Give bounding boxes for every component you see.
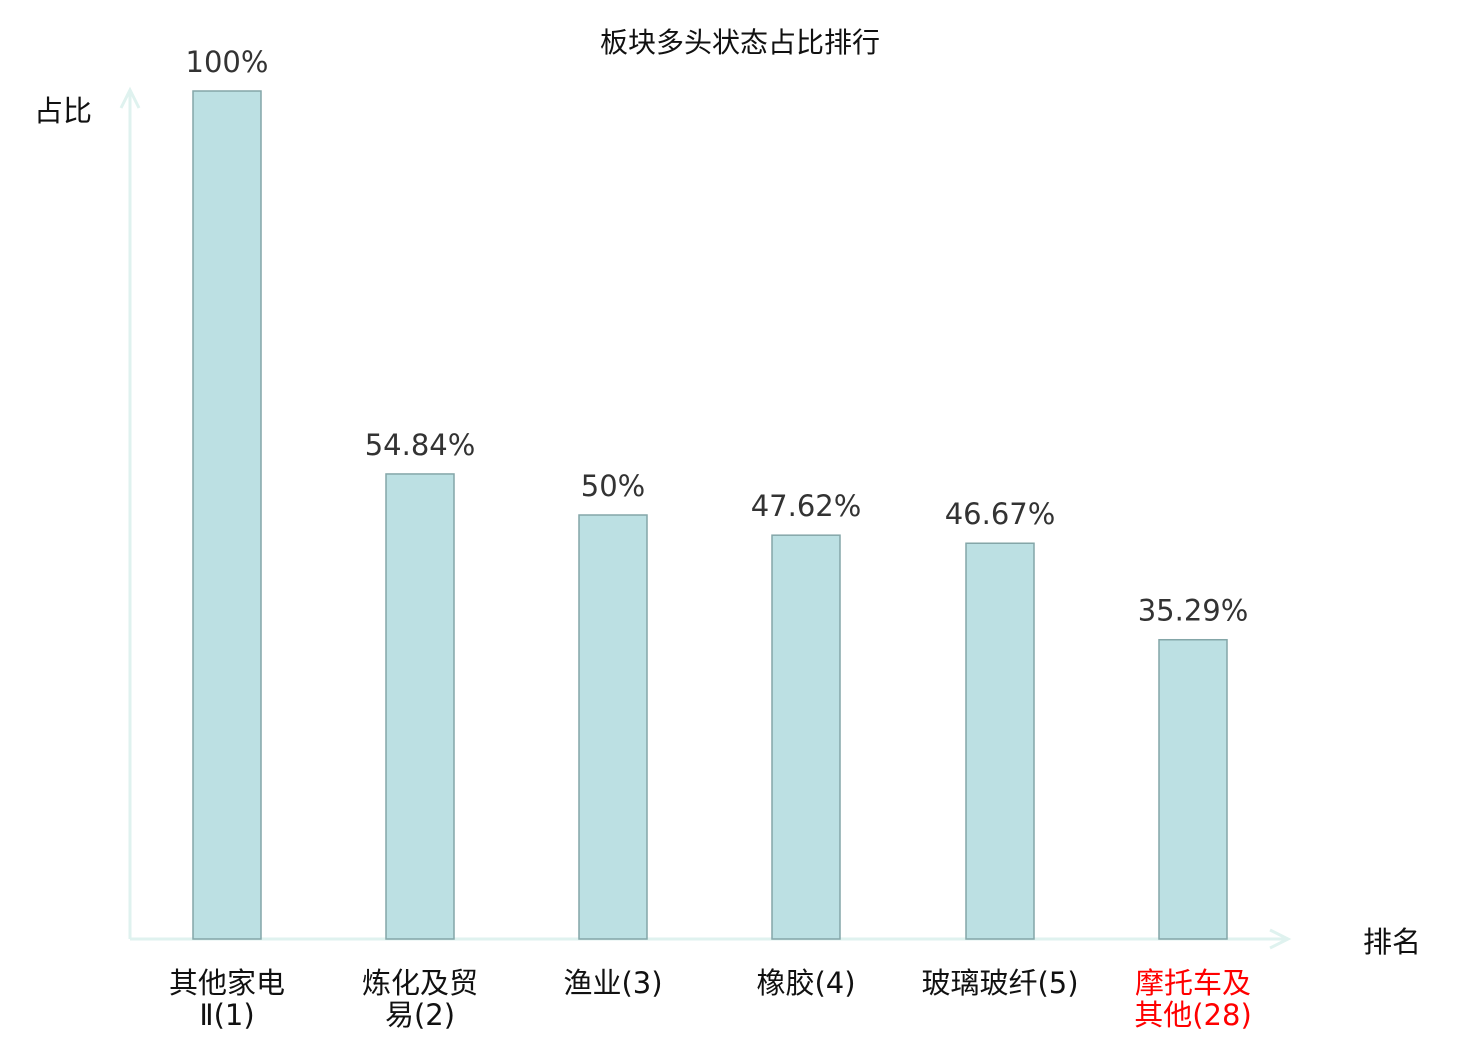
data-label: 54.84%: [365, 428, 476, 462]
x-axis-label: 排名: [1363, 925, 1421, 959]
x-tick-label: 其他家电 Ⅱ(1): [169, 966, 285, 1032]
x-tick-label: 玻璃玻纤(5): [921, 966, 1078, 1000]
data-label: 100%: [186, 45, 269, 79]
x-tick-label: 渔业(3): [563, 966, 662, 1000]
data-label: 35.29%: [1138, 594, 1249, 628]
bar: [578, 514, 648, 940]
bar: [385, 473, 455, 940]
bar: [1158, 638, 1228, 940]
data-label: 46.67%: [945, 497, 1056, 531]
chart-title: 板块多头状态占比排行: [600, 26, 880, 59]
x-tick-label: 炼化及贸易(2): [362, 966, 478, 1032]
bar: [192, 90, 262, 940]
axes: [119, 86, 1292, 950]
y-axis-label: 占比: [34, 94, 92, 128]
y-axis-arrow-icon: [119, 86, 141, 109]
data-label: 47.62%: [751, 489, 862, 523]
bar: [965, 542, 1035, 940]
data-label: 50%: [581, 469, 645, 503]
x-tick-label: 摩托车及其他(28): [1134, 966, 1252, 1032]
x-tick-label: 橡胶(4): [756, 966, 855, 1000]
x-axis-arrow-icon: [1269, 928, 1292, 950]
bars: 100% 其他家电 Ⅱ(1) 54.84% 炼化及贸易(2) 50% 渔业(3) 47.62%…: [169, 45, 1252, 1032]
bar: [771, 534, 841, 940]
